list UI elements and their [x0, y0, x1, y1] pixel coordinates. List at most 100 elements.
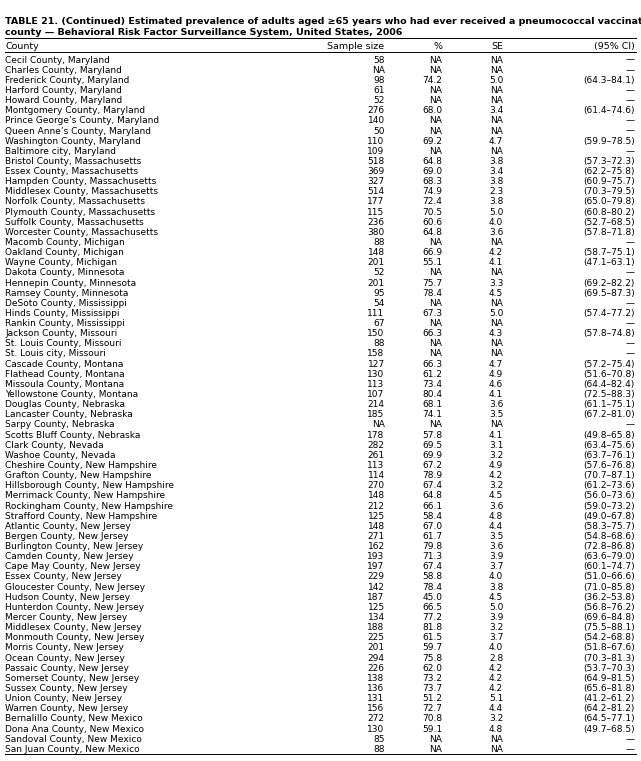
- Text: 2.3: 2.3: [489, 187, 503, 196]
- Text: 3.5: 3.5: [489, 532, 503, 541]
- Text: Monmouth County, New Jersey: Monmouth County, New Jersey: [5, 633, 144, 642]
- Text: 111: 111: [367, 309, 385, 318]
- Text: 69.2: 69.2: [422, 137, 442, 145]
- Text: Montgomery County, Maryland: Montgomery County, Maryland: [5, 107, 146, 115]
- Text: Hennepin County, Minnesota: Hennepin County, Minnesota: [5, 279, 137, 288]
- Text: 4.8: 4.8: [489, 511, 503, 521]
- Text: 74.2: 74.2: [422, 76, 442, 84]
- Text: (69.6–84.8): (69.6–84.8): [583, 613, 635, 622]
- Text: (56.0–73.6): (56.0–73.6): [583, 492, 635, 501]
- Text: 3.8: 3.8: [489, 177, 503, 186]
- Text: NA: NA: [429, 65, 442, 75]
- Text: Morris County, New Jersey: Morris County, New Jersey: [5, 643, 124, 652]
- Text: NA: NA: [490, 349, 503, 358]
- Text: 4.2: 4.2: [489, 684, 503, 693]
- Text: (65.0–79.8): (65.0–79.8): [583, 197, 635, 206]
- Text: (63.4–75.6): (63.4–75.6): [583, 441, 635, 450]
- Text: 214: 214: [367, 400, 385, 409]
- Text: Baltimore city, Maryland: Baltimore city, Maryland: [5, 147, 116, 156]
- Text: (64.5–77.1): (64.5–77.1): [583, 715, 635, 724]
- Text: Strafford County, New Hampshire: Strafford County, New Hampshire: [5, 511, 158, 521]
- Text: Queen Anne’s County, Maryland: Queen Anne’s County, Maryland: [5, 126, 151, 135]
- Text: County: County: [5, 42, 39, 51]
- Text: NA: NA: [372, 65, 385, 75]
- Text: —: —: [626, 269, 635, 278]
- Text: NA: NA: [490, 56, 503, 65]
- Text: 79.8: 79.8: [422, 542, 442, 551]
- Text: (59.0–73.2): (59.0–73.2): [583, 501, 635, 511]
- Text: Washington County, Maryland: Washington County, Maryland: [5, 137, 141, 145]
- Text: Yellowstone County, Montana: Yellowstone County, Montana: [5, 390, 138, 399]
- Text: Sussex County, New Jersey: Sussex County, New Jersey: [5, 684, 128, 693]
- Text: 272: 272: [367, 715, 385, 724]
- Text: (47.1–63.1): (47.1–63.1): [583, 258, 635, 267]
- Text: 127: 127: [367, 360, 385, 368]
- Text: NA: NA: [490, 116, 503, 126]
- Text: NA: NA: [490, 734, 503, 743]
- Text: Burlington County, New Jersey: Burlington County, New Jersey: [5, 542, 144, 551]
- Text: (64.2–81.2): (64.2–81.2): [583, 704, 635, 713]
- Text: (58.7–75.1): (58.7–75.1): [583, 248, 635, 257]
- Text: Oakland County, Michigan: Oakland County, Michigan: [5, 248, 124, 257]
- Text: 61.2: 61.2: [422, 370, 442, 379]
- Text: Washoe County, Nevada: Washoe County, Nevada: [5, 451, 115, 460]
- Text: (36.2–53.8): (36.2–53.8): [583, 593, 635, 602]
- Text: (41.2–61.2): (41.2–61.2): [583, 694, 635, 703]
- Text: 4.3: 4.3: [489, 330, 503, 338]
- Text: county — Behavioral Risk Factor Surveillance System, United States, 2006: county — Behavioral Risk Factor Surveill…: [5, 28, 403, 37]
- Text: 130: 130: [367, 724, 385, 734]
- Text: (57.3–72.3): (57.3–72.3): [583, 157, 635, 166]
- Text: 61.7: 61.7: [422, 532, 442, 541]
- Text: 125: 125: [367, 603, 385, 612]
- Text: 70.8: 70.8: [422, 715, 442, 724]
- Text: 3.4: 3.4: [489, 167, 503, 176]
- Text: (75.5–88.1): (75.5–88.1): [583, 623, 635, 632]
- Text: 73.2: 73.2: [422, 673, 442, 683]
- Text: Hillsborough County, New Hampshire: Hillsborough County, New Hampshire: [5, 481, 174, 490]
- Text: Wayne County, Michigan: Wayne County, Michigan: [5, 258, 117, 267]
- Text: Scotts Bluff County, Nebraska: Scotts Bluff County, Nebraska: [5, 431, 140, 440]
- Text: 64.8: 64.8: [422, 492, 442, 501]
- Text: (58.3–75.7): (58.3–75.7): [583, 522, 635, 530]
- Text: —: —: [626, 420, 635, 429]
- Text: Norfolk County, Massachusetts: Norfolk County, Massachusetts: [5, 197, 145, 206]
- Text: (54.8–68.6): (54.8–68.6): [583, 532, 635, 541]
- Text: 188: 188: [367, 623, 385, 632]
- Text: —: —: [626, 349, 635, 358]
- Text: 67.0: 67.0: [422, 522, 442, 530]
- Text: NA: NA: [372, 420, 385, 429]
- Text: 57.8: 57.8: [422, 431, 442, 440]
- Text: (60.9–75.7): (60.9–75.7): [583, 177, 635, 186]
- Text: 2.8: 2.8: [489, 654, 503, 663]
- Text: NA: NA: [490, 269, 503, 278]
- Text: 3.6: 3.6: [489, 400, 503, 409]
- Text: 67.4: 67.4: [422, 562, 442, 572]
- Text: Cape May County, New Jersey: Cape May County, New Jersey: [5, 562, 141, 572]
- Text: 88: 88: [373, 238, 385, 247]
- Text: (57.6–76.8): (57.6–76.8): [583, 461, 635, 470]
- Text: 61: 61: [373, 86, 385, 95]
- Text: Sandoval County, New Mexico: Sandoval County, New Mexico: [5, 734, 142, 743]
- Text: 58.4: 58.4: [422, 511, 442, 521]
- Text: 78.9: 78.9: [422, 471, 442, 480]
- Text: 4.4: 4.4: [489, 522, 503, 530]
- Text: NA: NA: [429, 420, 442, 429]
- Text: 4.2: 4.2: [489, 248, 503, 257]
- Text: 140: 140: [367, 116, 385, 126]
- Text: (63.6–79.0): (63.6–79.0): [583, 552, 635, 561]
- Text: 69.5: 69.5: [422, 441, 442, 450]
- Text: 125: 125: [367, 511, 385, 521]
- Text: SE: SE: [491, 42, 503, 51]
- Text: 271: 271: [367, 532, 385, 541]
- Text: Lancaster County, Nebraska: Lancaster County, Nebraska: [5, 410, 133, 419]
- Text: 142: 142: [367, 583, 385, 591]
- Text: (60.8–80.2): (60.8–80.2): [583, 208, 635, 217]
- Text: 67.2: 67.2: [422, 461, 442, 470]
- Text: 64.8: 64.8: [422, 157, 442, 166]
- Text: (70.3–79.5): (70.3–79.5): [583, 187, 635, 196]
- Text: Essex County, Massachusetts: Essex County, Massachusetts: [5, 167, 138, 176]
- Text: 162: 162: [367, 542, 385, 551]
- Text: —: —: [626, 96, 635, 105]
- Text: (51.6–70.8): (51.6–70.8): [583, 370, 635, 379]
- Text: 177: 177: [367, 197, 385, 206]
